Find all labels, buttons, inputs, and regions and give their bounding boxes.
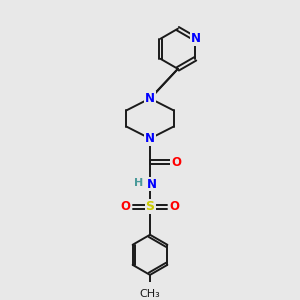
Text: N: N	[145, 92, 155, 105]
Text: O: O	[169, 200, 179, 213]
Text: N: N	[146, 178, 156, 190]
Text: N: N	[191, 32, 201, 45]
Text: O: O	[121, 200, 131, 213]
Text: H: H	[134, 178, 143, 188]
Text: N: N	[145, 132, 155, 145]
Text: O: O	[171, 156, 181, 169]
Text: CH₃: CH₃	[140, 290, 160, 299]
Text: S: S	[146, 200, 154, 213]
